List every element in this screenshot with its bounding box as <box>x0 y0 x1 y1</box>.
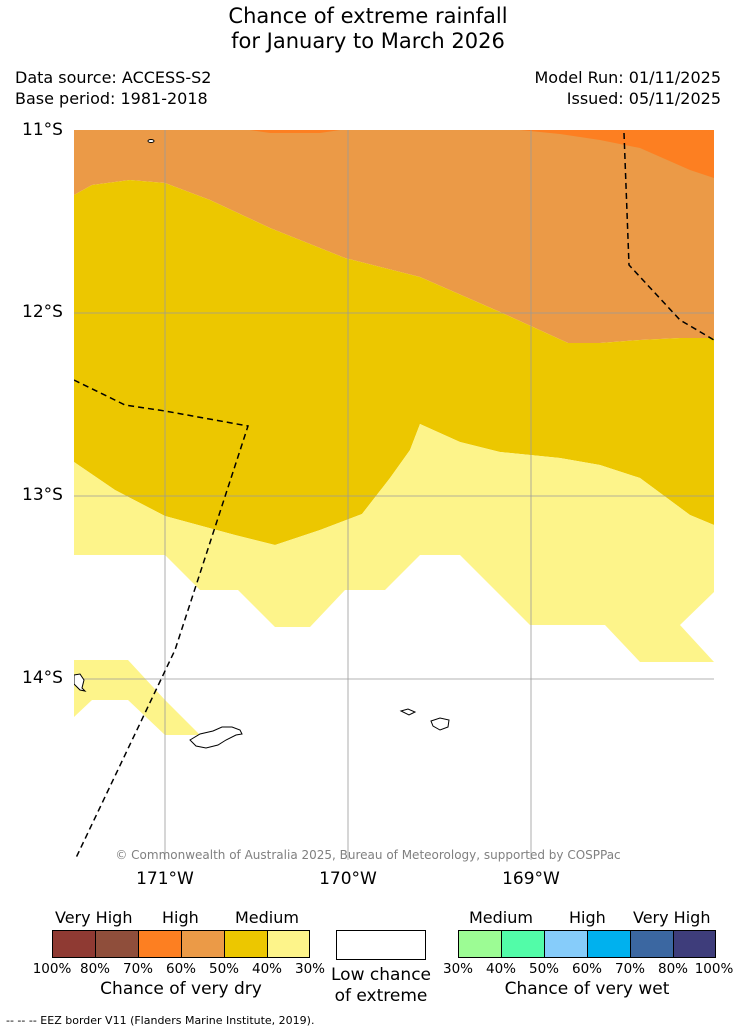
legend-dry-caption: Chance of very dry <box>100 979 262 999</box>
legend-dry-tick-80: 80% <box>79 961 110 977</box>
legend-wet-tick-50: 50% <box>528 961 559 977</box>
legend-wet-swatch-6 <box>673 930 716 958</box>
islands <box>74 139 450 749</box>
legend-wet-swatch-2 <box>501 930 545 958</box>
legend-dry-tick-70: 70% <box>122 961 153 977</box>
lon-label-169w: 169°W <box>502 869 560 889</box>
lat-label-14s: 14°S <box>22 668 63 688</box>
legend-wet-tick-100: 100% <box>694 961 734 977</box>
legend-dry-tick-100: 100% <box>32 961 72 977</box>
legend-wet-tick-70: 70% <box>614 961 645 977</box>
legend-wet-swatch-4 <box>587 930 631 958</box>
legend-wet-tick-30: 30% <box>442 961 473 977</box>
data-source: Data source: ACCESS-S2 <box>15 68 212 87</box>
tau-island <box>430 717 450 731</box>
forecast-map <box>74 130 714 860</box>
legend-low-caption-line1: Low chance <box>331 965 431 985</box>
legend-dry-bar <box>52 930 310 960</box>
legend-wet-tick-60: 60% <box>571 961 602 977</box>
legend-wet-tick-40: 40% <box>485 961 516 977</box>
swains-island <box>147 139 155 143</box>
legend-low-chance-swatch <box>336 930 426 960</box>
legend-dry-tick-50: 50% <box>208 961 239 977</box>
upolu-island-edge <box>74 673 87 692</box>
legend-dry-tick-40: 40% <box>251 961 282 977</box>
graticule <box>74 130 714 860</box>
lat-label-11s: 11°S <box>22 120 63 140</box>
legend-dry-swatch-4 <box>181 930 225 958</box>
zone-medium-dry-50 <box>74 180 714 545</box>
legend-wet-header-high: High <box>569 908 606 927</box>
legend-dry-swatch-5 <box>224 930 268 958</box>
lon-label-171w: 171°W <box>136 869 194 889</box>
legend-dry-swatch-3 <box>138 930 182 958</box>
legend-wet-tick-80: 80% <box>657 961 688 977</box>
legend-wet-caption: Chance of very wet <box>504 979 670 999</box>
eez-footnote: -- -- -- EEZ border V11 (Flanders Marine… <box>6 1014 315 1027</box>
tutuila-island <box>189 726 243 749</box>
legend-dry-header-very-high: Very High <box>55 908 133 927</box>
base-period: Base period: 1981-2018 <box>15 89 208 108</box>
zone-high-dry-70 <box>520 130 714 178</box>
copyright-notice: © Commonwealth of Australia 2025, Bureau… <box>115 848 621 862</box>
lat-label-13s: 13°S <box>22 485 63 505</box>
legend-wet-header-very-high: Very High <box>633 908 711 927</box>
legend-wet-swatch-5 <box>630 930 674 958</box>
legend-dry-swatch-6 <box>267 930 310 958</box>
map-title-line2: for January to March 2026 <box>231 29 505 53</box>
legend-wet-swatch-1 <box>458 930 502 958</box>
zone-high-dry-70-top <box>250 130 340 133</box>
zone-medium-dry-40 <box>74 424 714 662</box>
zone-high-dry-60 <box>74 130 714 343</box>
legend-wet-swatch-3 <box>544 930 588 958</box>
lat-label-12s: 12°S <box>22 302 63 322</box>
legend-dry-swatch-2 <box>95 930 139 958</box>
lon-label-170w: 170°W <box>319 869 377 889</box>
legend-dry-swatch-1 <box>52 930 96 958</box>
issued-date: Issued: 05/11/2025 <box>566 89 721 108</box>
legend-dry-tick-60: 60% <box>165 961 196 977</box>
legend-wet-bar <box>458 930 716 960</box>
legend-low-caption-line2: of extreme <box>334 986 428 1006</box>
legend-dry-header-high: High <box>162 908 199 927</box>
legend-dry-header-medium: Medium <box>235 908 299 927</box>
legend-dry-tick-30: 30% <box>294 961 325 977</box>
model-run: Model Run: 01/11/2025 <box>534 68 722 87</box>
ofu-island <box>399 708 417 716</box>
legend-wet-header-medium: Medium <box>469 908 533 927</box>
map-title-line1: Chance of extreme rainfall <box>228 4 508 28</box>
